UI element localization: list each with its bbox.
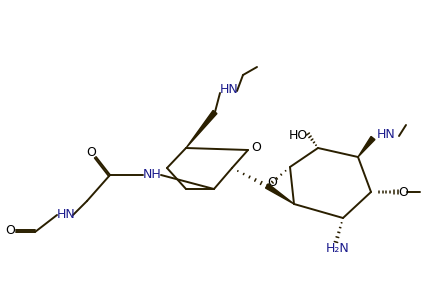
Text: O: O	[251, 141, 260, 155]
Text: O: O	[267, 177, 276, 189]
Text: O: O	[397, 185, 407, 198]
Text: NH: NH	[142, 168, 161, 180]
Polygon shape	[265, 184, 293, 204]
Text: HO: HO	[288, 129, 307, 143]
Text: HN: HN	[376, 129, 394, 141]
Text: HN: HN	[219, 84, 238, 97]
Text: O: O	[5, 224, 15, 237]
Text: HN: HN	[56, 207, 75, 221]
Text: H₂N: H₂N	[326, 242, 349, 255]
Polygon shape	[357, 136, 374, 157]
Text: O: O	[86, 146, 96, 159]
Polygon shape	[186, 110, 216, 148]
